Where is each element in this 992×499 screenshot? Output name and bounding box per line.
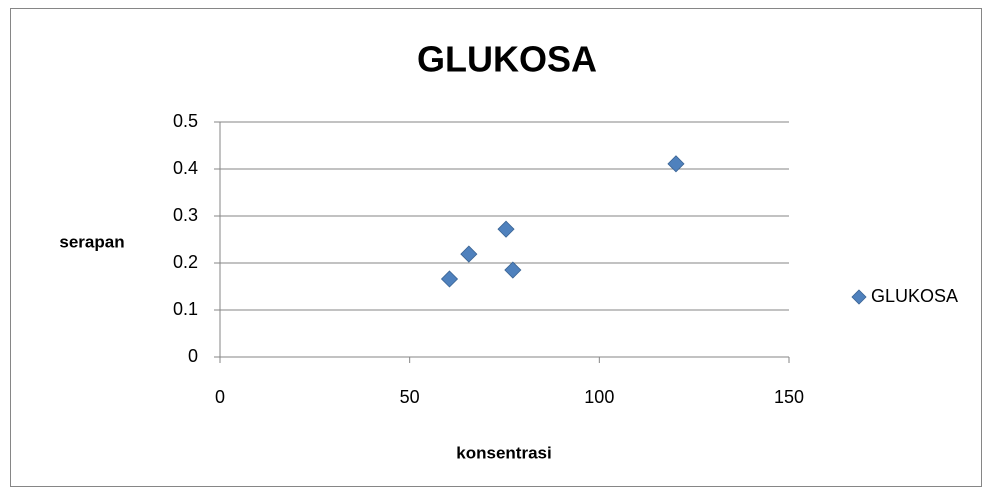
x-tick-label: 50	[400, 387, 420, 407]
chart-title: GLUKOSA	[417, 39, 597, 80]
point	[460, 245, 478, 263]
y-tick-label: 0.1	[173, 299, 198, 319]
legend-marker	[851, 289, 867, 305]
x-tick-label: 150	[774, 387, 804, 407]
legend-label: GLUKOSA	[871, 286, 958, 306]
y-tick-label: 0.3	[173, 205, 198, 225]
point	[440, 270, 459, 288]
point	[504, 261, 522, 279]
y-tick-label: 0	[188, 346, 198, 366]
x-axis-label: konsentrasi	[456, 443, 551, 462]
y-axis-label: serapan	[59, 232, 124, 251]
y-tick-label: 0.5	[173, 111, 198, 131]
point	[497, 220, 515, 238]
chart-frame	[10, 8, 982, 487]
y-tick-label: 0.2	[173, 252, 198, 272]
x-tick-label: 0	[215, 387, 225, 407]
y-tick-label: 0.4	[173, 158, 198, 178]
x-tick-label: 100	[584, 387, 614, 407]
point	[667, 155, 685, 173]
